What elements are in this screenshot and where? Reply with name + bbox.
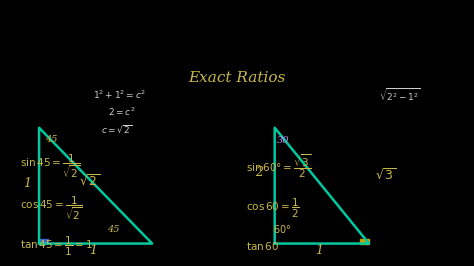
Text: 45: 45 (107, 225, 120, 234)
Bar (39, 239, 47, 244)
Text: $\tan 60$: $\tan 60$ (246, 240, 280, 252)
Text: $\cos 45 = \dfrac{1}{\sqrt{2}}$: $\cos 45 = \dfrac{1}{\sqrt{2}}$ (20, 194, 83, 222)
Text: $1^2+1^2=c^2$: $1^2+1^2=c^2$ (93, 89, 146, 101)
Text: 30: 30 (276, 136, 289, 146)
Text: $\sqrt{3}$: $\sqrt{3}$ (375, 168, 396, 183)
Bar (360, 239, 369, 244)
Text: $60°$: $60°$ (273, 223, 291, 235)
Text: 1: 1 (316, 244, 323, 257)
Text: 2: 2 (255, 166, 263, 179)
Text: 45: 45 (45, 135, 57, 144)
Text: $\sin 45 = \dfrac{1}{\sqrt{2}}$: $\sin 45 = \dfrac{1}{\sqrt{2}}$ (20, 152, 81, 180)
Text: 1: 1 (89, 244, 97, 257)
Text: $\sqrt{2}$: $\sqrt{2}$ (79, 174, 100, 189)
Text: $\tan 45 = \dfrac{1}{1} = 1$: $\tan 45 = \dfrac{1}{1} = 1$ (20, 235, 93, 258)
Text: $\sqrt{2^2-1^2}$: $\sqrt{2^2-1^2}$ (379, 86, 420, 103)
Text: $\cos 60 = \dfrac{1}{2}$: $\cos 60 = \dfrac{1}{2}$ (246, 196, 300, 220)
Text: $2 = c^2$: $2 = c^2$ (108, 106, 135, 118)
Text: 1: 1 (23, 177, 31, 189)
Text: Exact Ratios: Exact Ratios (188, 71, 286, 85)
Text: $\sin 60° = \dfrac{\sqrt{3}}{2}$: $\sin 60° = \dfrac{\sqrt{3}}{2}$ (246, 152, 312, 180)
Text: $c = \sqrt{2}$: $c = \sqrt{2}$ (101, 123, 133, 135)
